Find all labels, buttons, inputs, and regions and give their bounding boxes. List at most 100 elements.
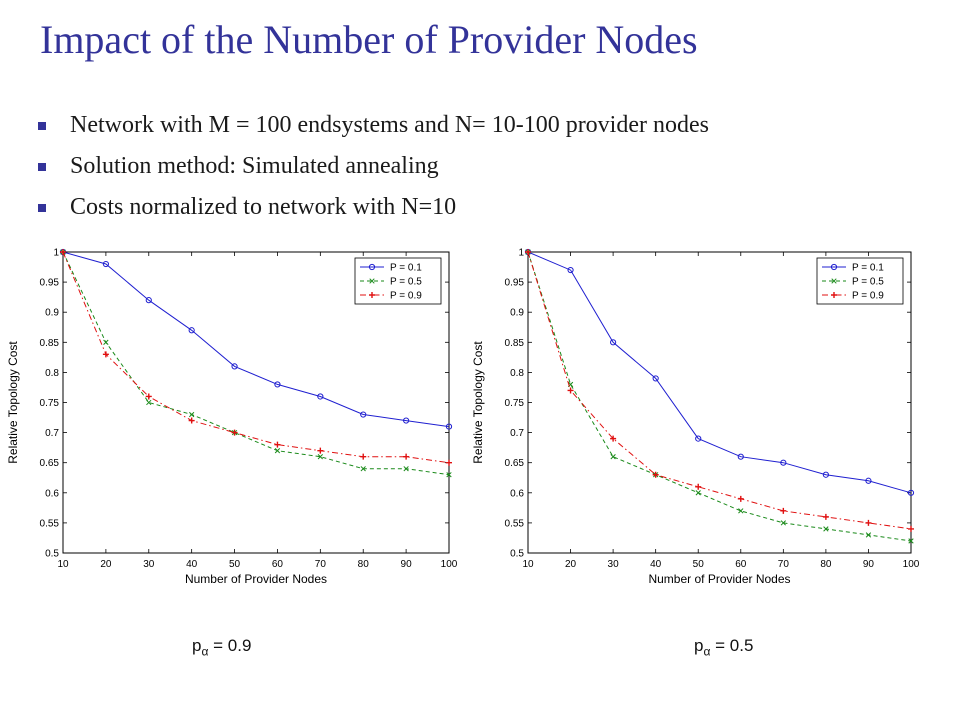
left-data-point: [189, 411, 195, 418]
caption-left-sub: α: [201, 644, 209, 659]
left-data-point: [360, 453, 367, 460]
right-series-line: [527, 251, 912, 494]
right-legend-label: P = 0.1: [852, 263, 884, 274]
right-data-point: [908, 538, 914, 544]
right-x-tick-label: 80: [820, 559, 832, 570]
left-y-tick-label: 0.85: [40, 338, 60, 349]
left-series-line: [62, 251, 450, 464]
right-data-point: [823, 526, 829, 532]
left-y-tick-label: 0.8: [45, 368, 59, 379]
left-y-tick-label: 1: [53, 248, 59, 259]
left-legend: P = 0.1 P = 0.5 P = 0.9: [354, 257, 442, 305]
right-y-tick-label: 0.7: [510, 428, 524, 439]
right-data-point: [525, 249, 531, 255]
bullet-item: Network with M = 100 endsystems and N= 1…: [36, 105, 709, 146]
chart-left-svg: 10 20 30 40 50 60 70 80 90 1000.50.550.60.650.70.…: [6, 248, 458, 587]
right-data-point: [567, 387, 574, 394]
left-data-point: [188, 327, 195, 334]
left-data-point: [360, 466, 366, 472]
bullet-text: Network with M = 100 endsystems and N= 1…: [70, 112, 709, 138]
right-y-tick-label: 0.8: [510, 368, 524, 379]
right-x-tick-label: 10: [522, 559, 534, 570]
left-data-point: [403, 466, 409, 472]
left-data-point: [445, 423, 453, 430]
right-data-point: [737, 495, 744, 502]
bullet-item: Costs normalized to network with N=10: [36, 187, 709, 228]
left-x-tick-label: 30: [143, 559, 155, 570]
left-x-tick-label: 20: [100, 559, 112, 570]
left-legend-label: P = 0.5: [390, 277, 422, 288]
right-y-tick-label: 0.95: [505, 278, 525, 289]
left-series-line: [62, 251, 450, 476]
left-data-point: [145, 393, 152, 400]
right-data-point: [695, 483, 702, 490]
left-x-tick-label: 100: [441, 559, 458, 570]
right-x-tick-label: 40: [650, 559, 662, 570]
left-x-tick-label: 70: [315, 559, 327, 570]
left-data-point: [188, 417, 195, 424]
left-x-tick-label: 10: [57, 559, 69, 570]
right-legend-label: P = 0.5: [852, 277, 884, 288]
right-x-tick-label: 70: [778, 559, 790, 570]
bullet-item: Solution method: Simulated annealing: [36, 146, 709, 187]
chart-right: 10 20 30 40 50 60 70 80 90 100 0.5 0.55 0.6 0.65 0.7 0.…: [470, 240, 940, 600]
right-data-point: [907, 489, 915, 496]
right-legend-marker: [831, 278, 837, 284]
right-data-point: [780, 507, 787, 514]
right-series-3: [525, 249, 914, 532]
right-x-tick-label: 90: [863, 559, 875, 570]
left-data-point: [274, 381, 281, 388]
left-legend-label: P = 0.1: [390, 263, 422, 274]
right-x-tick-label: 20: [565, 559, 577, 570]
left-series-3: [60, 249, 452, 466]
right-data-point: [822, 513, 829, 520]
caption-left-base: p: [192, 636, 202, 655]
right-y-tick-label: 0.6: [510, 488, 524, 499]
right-y-tick-label: 0.9: [510, 308, 524, 319]
chart-right-svg: 10 20 30 40 50 60 70 80 90 1000.50.550.60.650.70.…: [471, 248, 920, 587]
left-data-point: [403, 417, 410, 424]
right-y-tick-label: 1: [518, 248, 524, 259]
bullet-marker: [38, 122, 46, 130]
left-data-point: [360, 411, 367, 418]
right-y-tick-label: 0.55: [505, 518, 525, 529]
left-data-point: [60, 249, 66, 255]
bullet-text: Solution method: Simulated annealing: [70, 153, 439, 179]
right-data-point: [610, 339, 617, 346]
left-data-point: [231, 429, 238, 436]
right-x-tick-label: 100: [903, 559, 920, 570]
chart-left: 10 20 30 40 50 60 70 80 90 100 0.5 0.55 0.6 0.65 0.7 0.…: [0, 240, 470, 600]
bullet-text: Costs normalized to network with N=10: [70, 194, 457, 220]
right-data-point: [865, 532, 872, 538]
caption-right-base: p: [694, 636, 704, 655]
right-data-point: [738, 508, 744, 514]
right-series-line: [527, 251, 912, 542]
right-legend-label: P = 0.9: [852, 291, 884, 302]
right-y-tick-label: 0.65: [505, 458, 525, 469]
right-data-point: [567, 266, 574, 274]
bullet-marker: [38, 163, 46, 171]
right-y-ticks: 0.5 0.55 0.6 0.65 0.7 0.75 0.8 0.85 0.9 0.95 1: [505, 248, 911, 560]
left-y-tick-label: 0.7: [45, 428, 59, 439]
left-data-point: [317, 447, 324, 454]
right-y-tick-label: 0.75: [505, 398, 525, 409]
left-y-tick-label: 0.55: [40, 518, 60, 529]
left-data-point: [146, 399, 152, 406]
right-series-2: [525, 249, 914, 544]
right-data-point: [780, 459, 787, 466]
right-data-point: [610, 435, 617, 442]
left-x-axis-label: Number of Provider Nodes: [185, 572, 327, 586]
right-x-tick-label: 50: [693, 559, 705, 570]
left-legend-label: P = 0.9: [390, 291, 422, 302]
caption-right-sub: α: [703, 644, 711, 659]
right-data-point: [652, 375, 659, 382]
left-legend-marker: [368, 263, 376, 271]
right-data-point: [780, 520, 786, 526]
caption-right-value: = 0.5: [715, 636, 754, 655]
slide-title: Impact of the Number of Provider Nodes: [40, 17, 698, 62]
left-data-point: [103, 339, 109, 345]
right-data-point: [695, 490, 701, 496]
left-x-ticks: 10 20 30 40 50 60 70 80 90 100: [57, 252, 458, 570]
right-y-tick-label: 0.5: [510, 549, 524, 560]
left-x-tick-label: 50: [229, 559, 241, 570]
